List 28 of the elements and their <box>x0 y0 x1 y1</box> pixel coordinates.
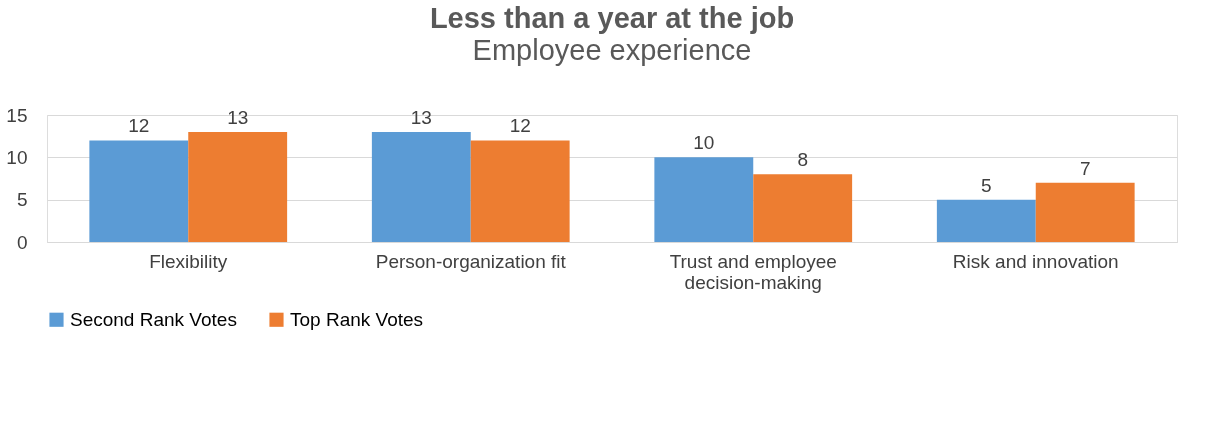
data-label: 13 <box>410 106 432 128</box>
x-tick-label: Flexibility <box>149 250 228 272</box>
bar <box>936 199 1036 242</box>
y-tick-label: 10 <box>6 146 28 168</box>
bar <box>371 131 471 242</box>
data-label: 12 <box>128 115 150 137</box>
bar <box>654 157 754 242</box>
bar <box>470 140 570 242</box>
chart-subtitle: Employee experience <box>472 34 752 66</box>
x-tick-label: Trust and employee decision-making <box>669 250 837 293</box>
bar <box>1035 182 1135 242</box>
data-label: 10 <box>693 132 715 154</box>
bar <box>89 140 189 242</box>
x-tick-label: Risk and innovation <box>952 250 1119 272</box>
bar <box>188 131 288 242</box>
legend-label: Second Rank Votes <box>70 308 237 330</box>
data-label: 8 <box>797 149 808 171</box>
legend-label: Top Rank Votes <box>290 308 424 330</box>
y-tick-label: 5 <box>16 189 28 211</box>
bar <box>753 174 853 242</box>
data-label: 7 <box>1079 157 1091 179</box>
x-tick-label: Person-organization fit <box>375 250 567 272</box>
y-tick-label: 0 <box>16 231 28 253</box>
data-label: 5 <box>981 174 992 196</box>
data-label: 13 <box>227 106 249 128</box>
y-tick-label: 15 <box>6 104 28 126</box>
chart-title: Less than a year at the job <box>429 2 795 34</box>
data-label: 12 <box>509 115 531 137</box>
